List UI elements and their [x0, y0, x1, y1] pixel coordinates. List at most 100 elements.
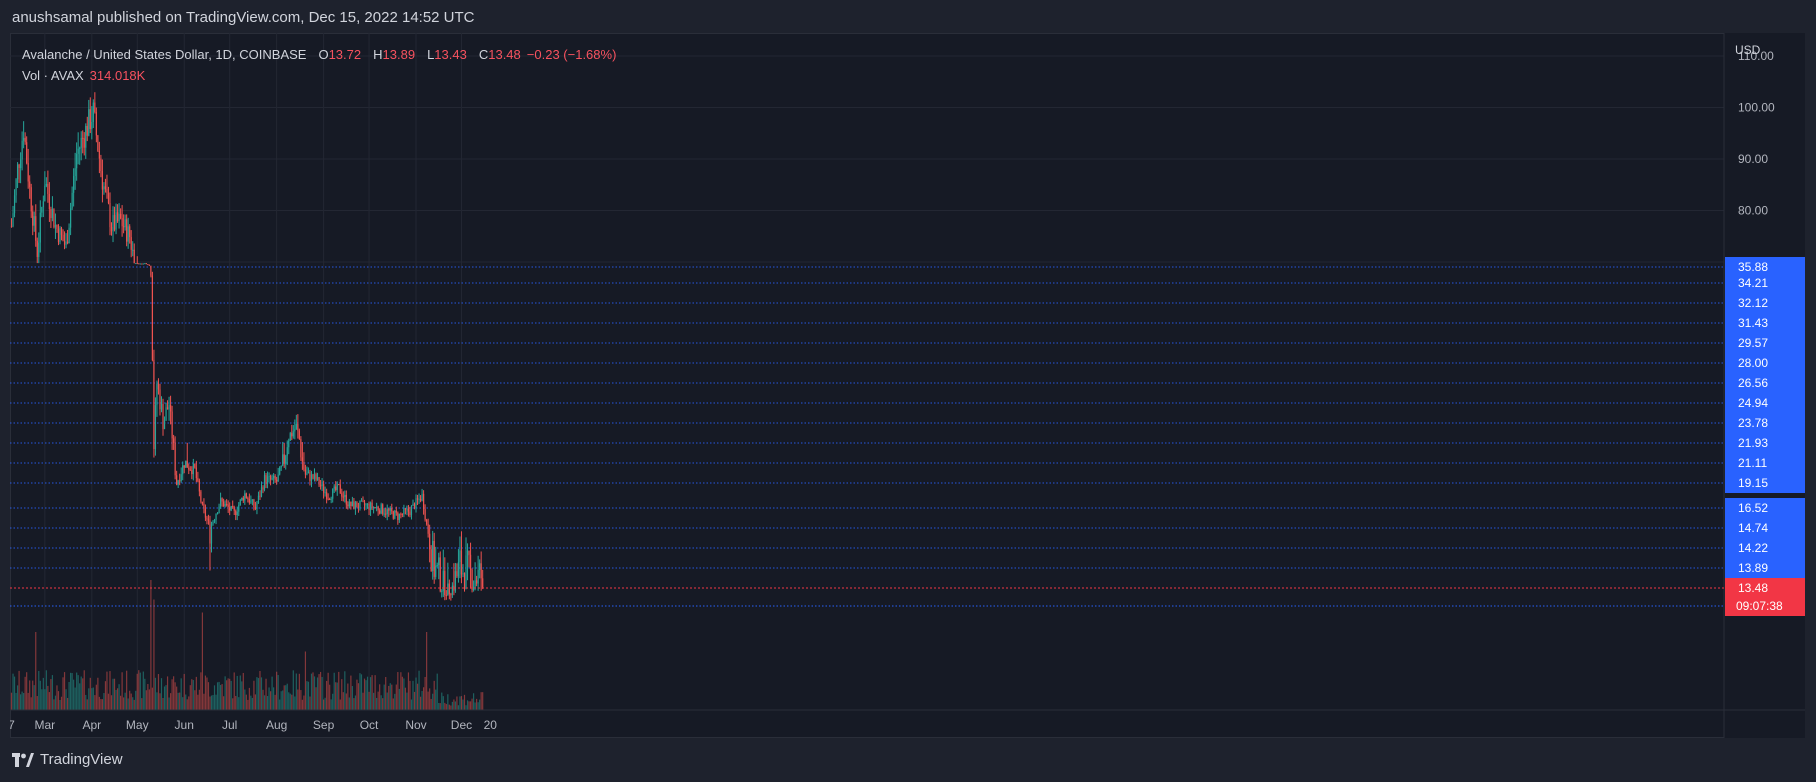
symbol-name[interactable]: Avalanche / United States Dollar, 1D, CO… — [22, 47, 307, 62]
candle-body — [430, 549, 432, 571]
candle-body — [177, 480, 179, 485]
footer-brand[interactable]: TradingView — [40, 751, 123, 768]
candle-body — [85, 125, 87, 148]
volume-bar — [150, 580, 152, 710]
volume-bar — [351, 686, 353, 710]
volume-bar — [157, 674, 160, 710]
candle-body — [277, 474, 279, 482]
volume-bar — [327, 672, 329, 710]
candle-body — [330, 498, 332, 500]
candle-body — [74, 168, 76, 177]
candle-body — [230, 505, 232, 511]
volume-bar — [21, 691, 23, 710]
candle-body — [165, 407, 167, 421]
candle-body — [147, 264, 149, 266]
time-axis[interactable]: 7 Mar Apr May Jun Jul Aug Sep Oct Nov Dec 20 — [10, 709, 1805, 732]
volume-bar — [303, 695, 305, 710]
candle-body — [166, 407, 169, 410]
volume-bar — [382, 698, 384, 710]
volume-bar — [153, 599, 155, 710]
candle-body — [201, 501, 204, 504]
volume-bar — [345, 693, 347, 710]
candle-body — [288, 440, 290, 448]
volume-bar — [247, 699, 249, 710]
candle-body — [250, 500, 252, 503]
volume-bar — [63, 672, 66, 710]
candle-body — [480, 563, 482, 579]
candle-body — [216, 513, 219, 515]
volume-bar — [241, 681, 243, 710]
candle-body — [456, 571, 458, 577]
volume-bar — [276, 671, 278, 710]
candle-body — [271, 478, 273, 480]
candle-body — [333, 486, 335, 489]
candle-body — [383, 513, 385, 515]
candle-body — [286, 447, 288, 456]
volume-bar — [242, 672, 244, 710]
candle-body — [454, 571, 457, 591]
volume-bar — [385, 677, 387, 710]
volume-bar — [80, 676, 82, 710]
price-chart[interactable]: 110.00100.0090.0080.0070.0035.8834.2132.… — [10, 33, 1805, 738]
volume-bar — [450, 705, 452, 710]
candle-body — [185, 460, 187, 468]
chart-legend: Avalanche / United States Dollar, 1D, CO… — [22, 44, 616, 86]
candle-body — [359, 500, 361, 508]
currency-label[interactable]: USD — [1735, 43, 1761, 57]
candle-body — [160, 403, 163, 410]
volume-bar — [306, 681, 308, 710]
volume-bar — [210, 695, 213, 710]
candle-body — [289, 433, 291, 441]
volume-bar — [124, 692, 126, 710]
volume-bar — [191, 679, 193, 710]
volume-bar — [201, 612, 204, 710]
candle-body — [345, 494, 347, 505]
volume-label[interactable]: Vol · AVAX — [22, 68, 84, 83]
candle-body — [88, 109, 90, 136]
volume-bar — [176, 686, 178, 710]
volume-bar — [439, 703, 441, 710]
level-lines — [10, 266, 1724, 607]
candle-body — [306, 473, 308, 475]
candle-body — [283, 454, 285, 464]
volume-bar — [229, 678, 231, 710]
candle-body — [133, 249, 135, 264]
volume-bar — [344, 671, 346, 710]
candle-body — [94, 102, 96, 113]
level-price-text: 26.56 — [1738, 376, 1768, 390]
candle-body — [189, 469, 191, 471]
volume-bar — [480, 692, 482, 710]
volume-bar — [451, 701, 453, 710]
candle-body — [477, 570, 479, 584]
volume-bar — [79, 683, 81, 710]
volume-bar — [286, 683, 288, 710]
candle-body — [73, 176, 75, 193]
candle-body — [127, 226, 129, 242]
candle-body — [297, 423, 299, 431]
volume-bar — [195, 676, 197, 710]
volume-bar — [373, 692, 375, 710]
volume-bar — [448, 704, 450, 710]
volume-bar — [460, 696, 463, 710]
volume-bar — [36, 696, 38, 710]
volume-bar — [304, 651, 307, 710]
price-axis[interactable]: 110.00100.0090.0080.0070.0035.8834.2132.… — [1723, 33, 1805, 738]
candle-body — [363, 501, 366, 506]
volume-bar — [59, 699, 61, 710]
candle-body — [336, 484, 338, 491]
volume-bar — [23, 693, 25, 710]
candle-body — [77, 148, 79, 154]
level-price-tag — [1725, 518, 1805, 538]
time-tick-label: Nov — [405, 718, 426, 732]
volume-bar — [469, 701, 472, 710]
level-price-tag — [1725, 313, 1805, 333]
volume-bar — [51, 675, 54, 710]
volume-bar — [224, 676, 226, 710]
volume-bar — [273, 687, 275, 710]
tradingview-logo-icon[interactable] — [12, 752, 34, 767]
candle-body — [362, 500, 364, 502]
volume-bar — [33, 685, 35, 710]
candle-body — [279, 467, 281, 475]
current-price-tag[interactable] — [1725, 578, 1805, 616]
candle-body — [403, 508, 405, 515]
